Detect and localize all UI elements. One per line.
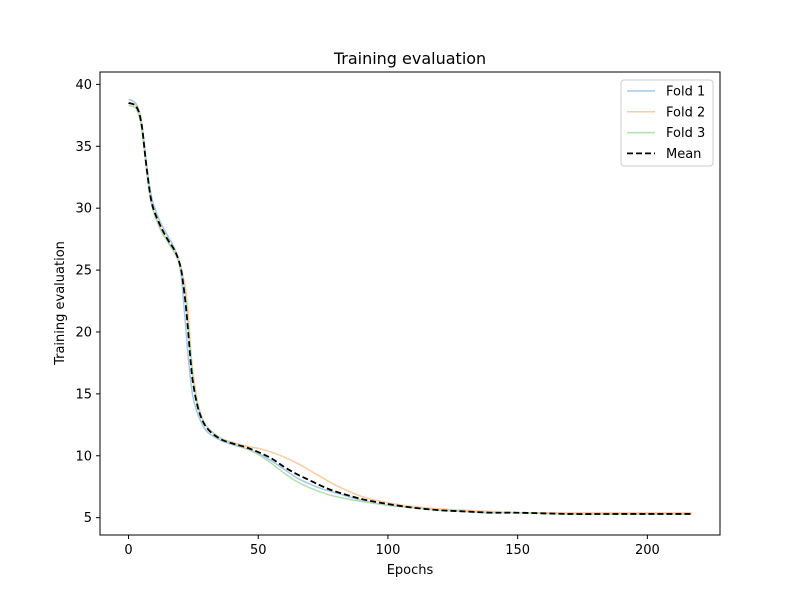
- series-line-fold-3: [128, 104, 692, 515]
- x-axis-label: Epochs: [387, 563, 434, 578]
- series-line-mean: [128, 102, 692, 515]
- y-tick-label: 30: [75, 202, 92, 217]
- y-tick-label: 25: [75, 264, 92, 279]
- y-tick-label: 15: [75, 387, 92, 402]
- x-tick-label: 50: [250, 543, 267, 558]
- series-line-fold-1: [128, 98, 692, 515]
- y-axis-label: Training evaluation: [53, 241, 68, 366]
- y-axis: 5 10 15 20 25 30 35 40: [75, 78, 100, 526]
- x-tick-label: 100: [376, 543, 401, 558]
- legend-box: [620, 79, 714, 167]
- x-axis: 0 50 100 150 200: [124, 535, 660, 558]
- axes-frame: [99, 71, 721, 536]
- legend-label: Mean: [666, 147, 701, 162]
- y-tick-label: 20: [75, 325, 92, 340]
- x-tick-label: 150: [505, 543, 530, 558]
- y-tick-label: 5: [84, 511, 92, 526]
- y-tick-label: 10: [75, 449, 92, 464]
- series-line-fold-2: [128, 102, 692, 514]
- legend-label: Fold 2: [666, 105, 705, 120]
- x-tick-label: 0: [124, 543, 132, 558]
- legend: Fold 1 Fold 2 Fold 3 Mean: [620, 79, 714, 167]
- y-tick-label: 40: [75, 78, 92, 93]
- chart-title: Training evaluation: [333, 49, 486, 68]
- y-tick-label: 35: [75, 140, 92, 155]
- legend-label: Fold 1: [666, 85, 705, 100]
- x-tick-label: 200: [635, 543, 660, 558]
- plot-area: [128, 98, 692, 515]
- legend-label: Fold 3: [666, 126, 705, 141]
